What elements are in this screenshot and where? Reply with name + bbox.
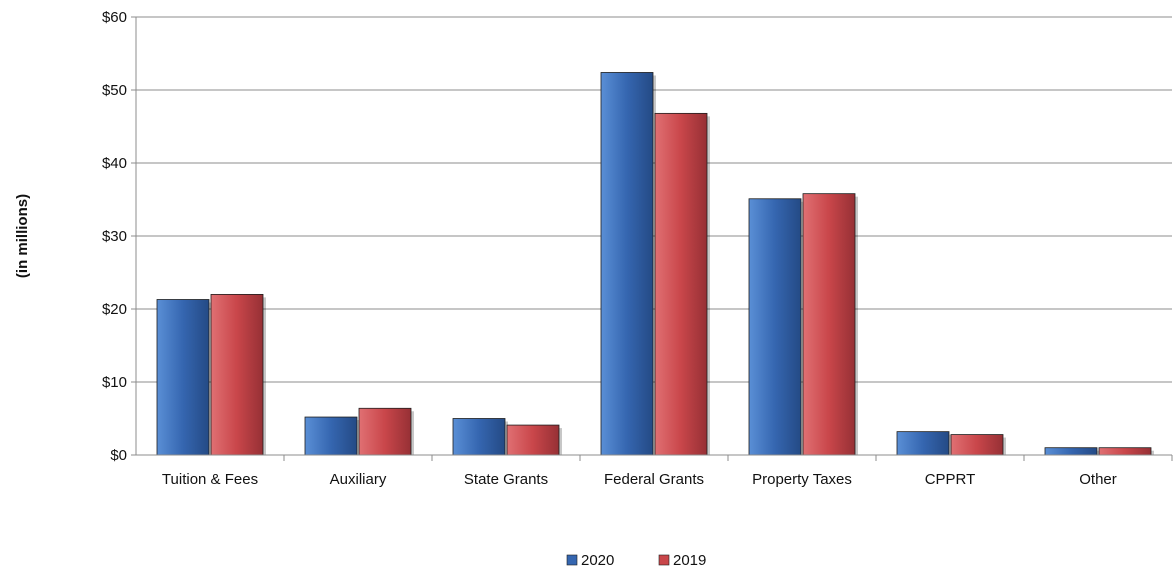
bar-2020-federal-grants — [600, 72, 654, 456]
legend-swatch-2019 — [658, 554, 670, 566]
bar-2019-other — [1098, 447, 1152, 456]
y-tick-label: $40 — [102, 155, 127, 172]
bar-2020-state-grants — [452, 418, 506, 456]
x-category-label: Other — [1079, 471, 1117, 488]
y-axis-title: (in millions) — [14, 194, 31, 278]
legend-label-2020: 2020 — [581, 552, 614, 569]
y-tick-label: $50 — [102, 82, 127, 99]
y-tick-label: $20 — [102, 301, 127, 318]
x-category-label: State Grants — [464, 471, 548, 488]
legend-label-2019: 2019 — [673, 552, 706, 569]
axes: $0 $10 $20 $30 $40 $50 $60 Tuition & Fees Auxili… — [102, 9, 1173, 488]
legend-swatch-2020 — [566, 554, 578, 566]
x-category-label: Tuition & Fees — [162, 471, 258, 488]
bar-2019-federal-grants — [654, 112, 708, 456]
bar-2020-other — [1044, 447, 1098, 456]
bar-2019-auxiliary — [358, 407, 412, 456]
bar-2019-tuition-fees — [210, 293, 264, 456]
x-category-label: Federal Grants — [604, 471, 704, 488]
x-category-label: Property Taxes — [752, 471, 852, 488]
bar-2020-tuition-fees — [156, 299, 210, 456]
bars — [156, 72, 1154, 456]
bar-2019-cpprt — [950, 434, 1004, 456]
x-category-label: Auxiliary — [330, 471, 387, 488]
y-tick-label: $10 — [102, 374, 127, 391]
bar-2020-cpprt — [896, 431, 950, 456]
y-tick-label: $60 — [102, 9, 127, 26]
y-tick-label: $30 — [102, 228, 127, 245]
gridlines — [136, 16, 1172, 383]
bar-2019-property-taxes — [802, 193, 856, 456]
bar-2020-auxiliary — [304, 416, 358, 456]
y-tick-label: $0 — [110, 447, 127, 464]
x-category-label: CPPRT — [925, 471, 976, 488]
bar-2019-state-grants — [506, 424, 560, 456]
bar-2020-property-taxes — [748, 198, 802, 456]
legend: 2020 2019 — [566, 552, 706, 569]
